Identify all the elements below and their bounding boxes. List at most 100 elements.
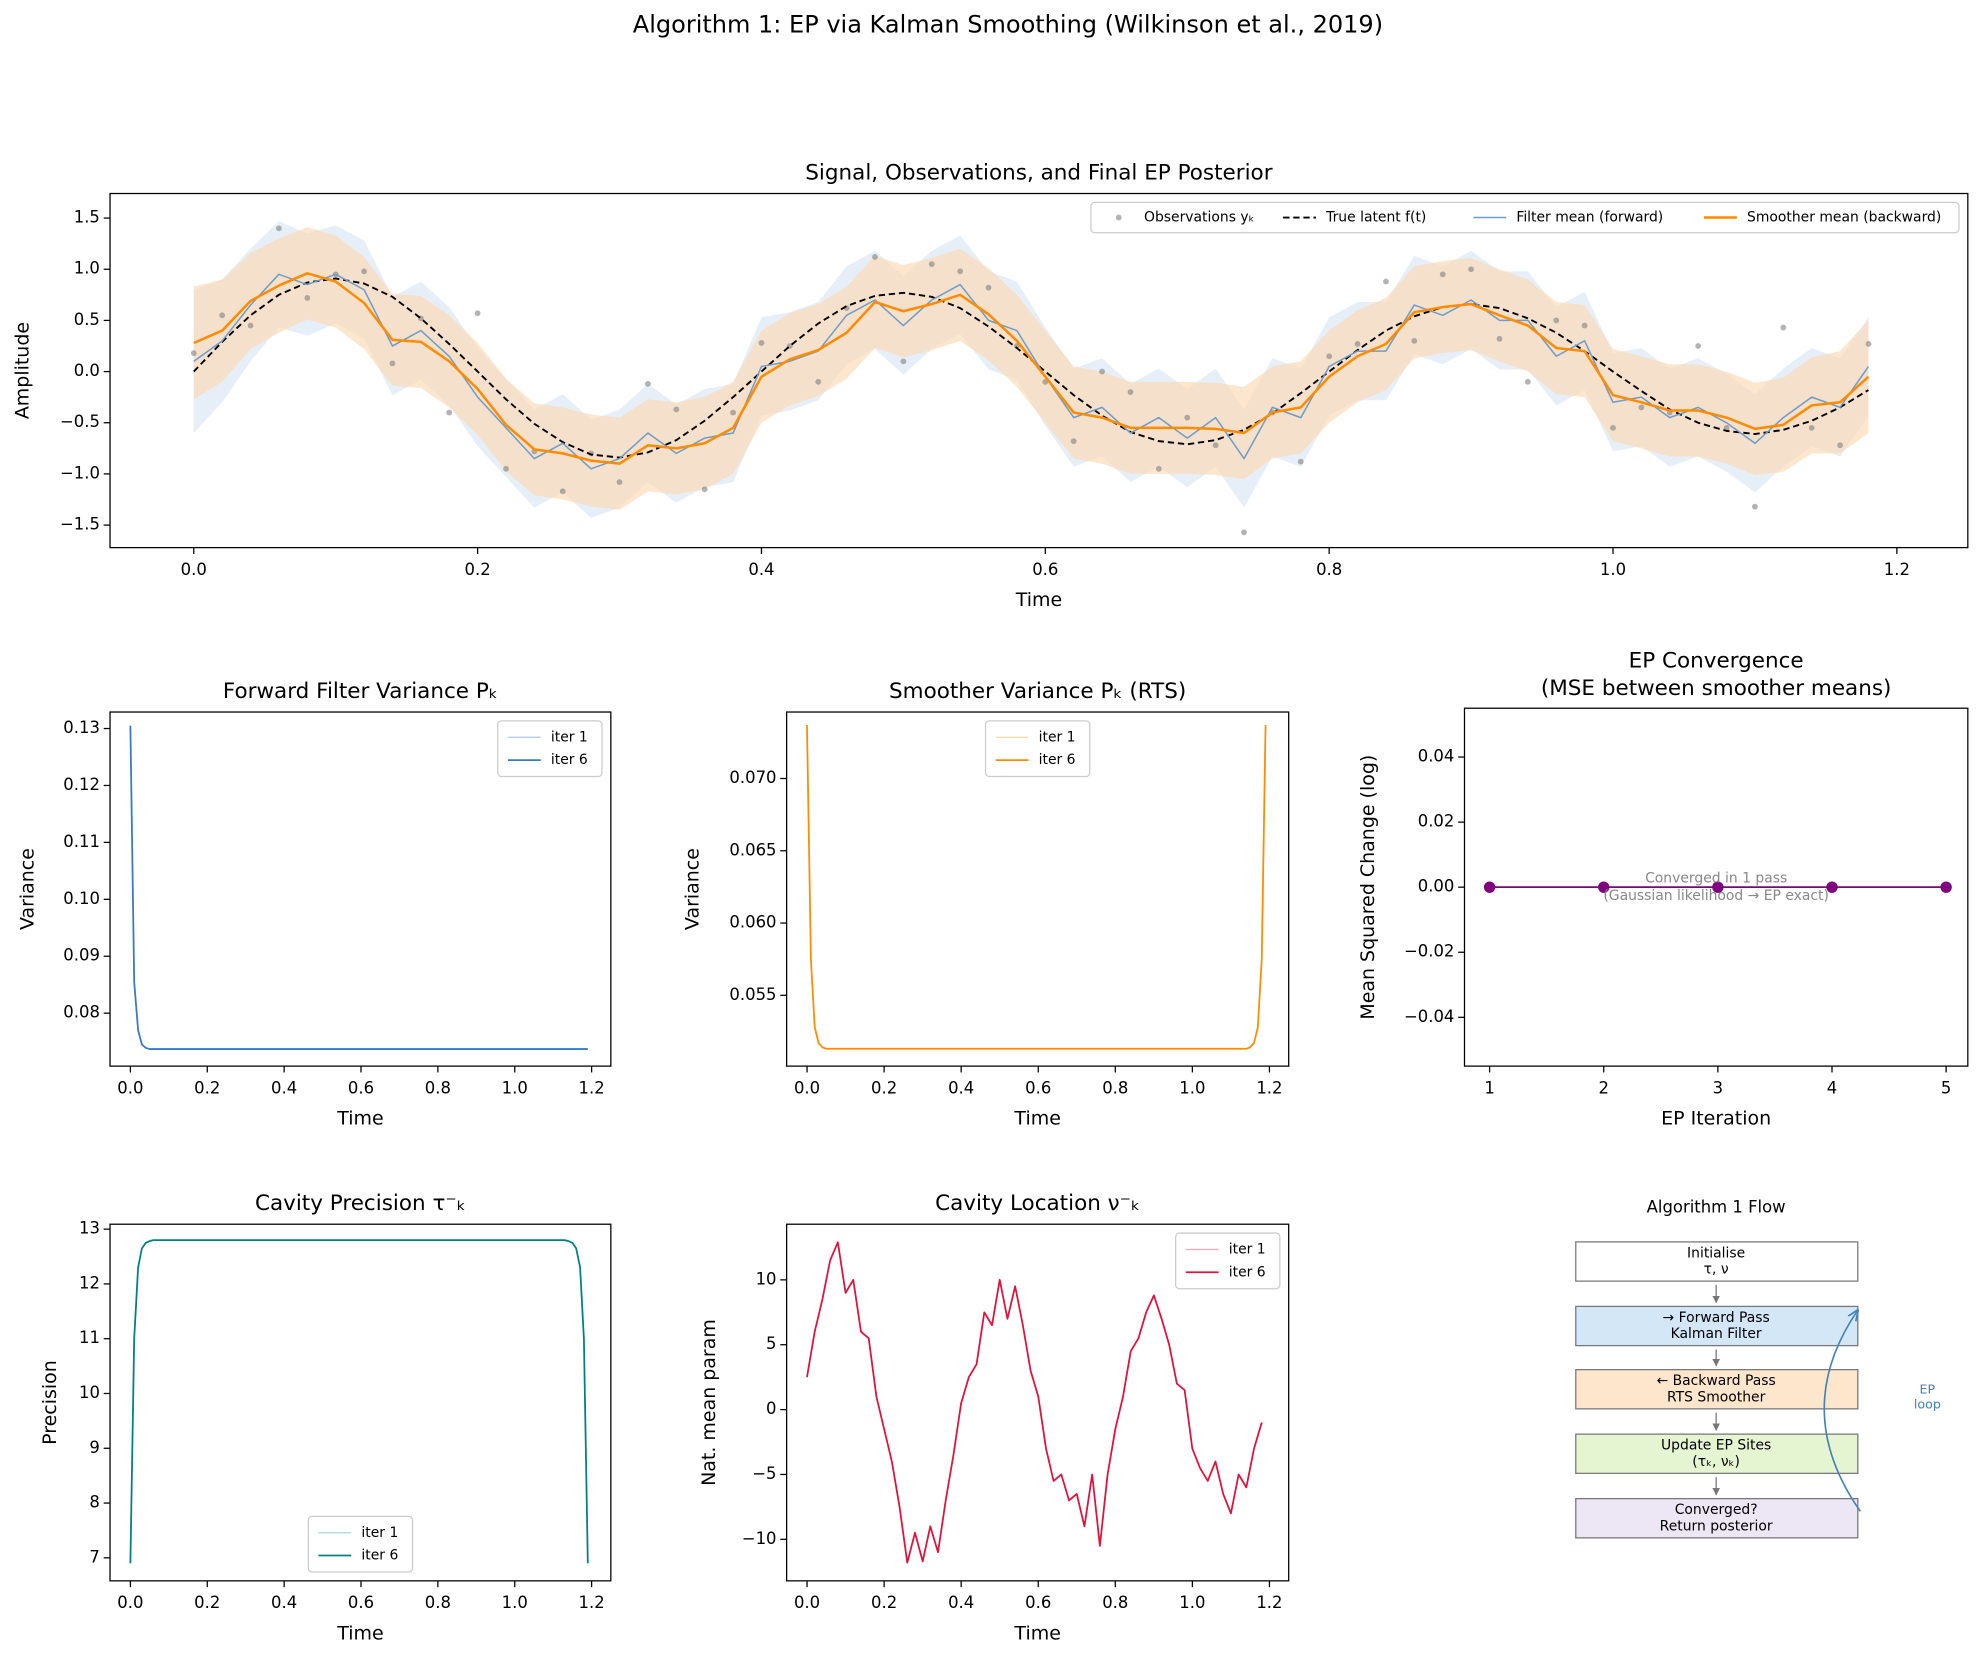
observation-point [1468,266,1474,273]
axes-frame [1463,707,1969,1067]
y-tick-label: 1.5 [74,208,100,227]
observation-point [1837,442,1844,449]
observation-point [701,486,708,493]
legend-label: iter 6 [1039,752,1076,768]
confidence-band [193,227,1869,510]
observation-point [1752,503,1758,510]
x-tick-label: 0.0 [181,560,207,579]
y-tick-label: −10 [742,1529,777,1548]
y-axis-label: Variance [682,848,704,930]
legend-label: iter 6 [551,752,588,768]
y-tick-label: 0.060 [729,913,776,932]
observation-point [1638,404,1645,411]
observation-point [1297,458,1304,465]
y-tick-label: 0.070 [729,768,776,787]
series-line [193,273,1870,470]
x-tick-label: 0.8 [425,1593,451,1612]
flow-step-text: Initialise [1687,1245,1745,1261]
flow-step-text: Kalman Filter [1671,1326,1762,1342]
y-tick-label: 0.0 [74,361,100,380]
legend-box [984,720,1091,778]
observation-point [673,406,680,413]
flow-box [1575,1241,1859,1282]
x-tick-label: 0.4 [948,1593,974,1612]
axes-frame [785,1223,1290,1582]
observation-point [361,268,367,275]
x-tick-label: 1.2 [1256,1078,1282,1097]
y-tick-label: 0.055 [729,985,776,1004]
x-tick-label: 1.0 [502,1593,528,1612]
y-tick-label: 0.10 [63,889,100,908]
y-tick-label: 0 [766,1399,776,1418]
observation-point [1610,424,1616,431]
flow-box [1575,1433,1859,1474]
chart-title: Cavity Location ν⁻ₖ [935,1191,1140,1216]
observation-point [1127,389,1134,395]
flow-step-text: Update EP Sites [1661,1438,1771,1454]
observation-point [1411,337,1418,344]
plot-area [129,725,588,1050]
x-tick-label: 1.0 [1179,1078,1205,1097]
observation-point [815,378,822,385]
observation-point [928,261,935,268]
x-tick-label: 0.2 [194,1593,220,1612]
observation-point [957,268,964,275]
flow-step-text: RTS Smoother [1667,1389,1766,1405]
y-tick-label: −0.02 [1404,942,1454,961]
x-tick-label: 1.2 [1884,560,1910,579]
observation-point [900,358,907,365]
observation-point [1354,341,1361,347]
flow-step-text: Converged? [1675,1502,1758,1518]
flow-step-text: Return posterior [1660,1518,1773,1534]
legend-label: True latent f(t) [1325,210,1426,226]
x-tick-label: 4 [1827,1078,1837,1097]
series-line [193,272,1870,465]
observation-point [1212,442,1219,449]
legend-label: Filter mean (forward) [1516,210,1663,226]
x-tick-label: 2 [1598,1078,1608,1097]
axes-frame [109,711,612,1067]
observation-point [1581,322,1588,329]
legend-label: iter 1 [1229,1242,1266,1258]
x-tick-label: 3 [1713,1078,1723,1097]
series-line [806,1241,1263,1564]
chart-title: EP Convergence [1629,648,1804,673]
loop-label: loop [1914,1397,1941,1412]
observation-point [1326,353,1333,360]
y-tick-label: −1.5 [60,515,100,534]
flow-step-text: ← Backward Pass [1657,1373,1776,1389]
observation-point [730,409,736,416]
x-tick-label: 0.6 [1025,1593,1051,1612]
observation-point [1383,278,1389,285]
series-marker [1483,881,1496,893]
observation-point [276,225,282,232]
y-tick-label: −0.04 [1404,1007,1454,1026]
y-tick-label: 0.11 [63,832,100,851]
flow-step-text: (τₖ, νₖ) [1692,1454,1740,1470]
plot-area [806,725,1267,1050]
series-marker [1940,881,1952,893]
x-tick-label: 0.8 [1316,560,1342,579]
x-tick-label: 0.6 [348,1593,374,1612]
observation-point [1695,343,1702,349]
x-tick-label: 1.0 [1600,560,1626,579]
y-axis-label: Amplitude [11,322,33,419]
observation-point [247,322,254,329]
x-axis-label: Time [1013,1108,1060,1130]
legend-box [307,1515,414,1573]
legend-box [1090,201,1960,234]
observation-point [1496,335,1503,342]
plot-area [1483,881,1952,893]
y-axis-label: Mean Squared Change (log) [1357,755,1379,1020]
observation-point [1099,368,1105,375]
loop-label: EP [1920,1381,1936,1396]
x-axis-label: Time [336,1108,383,1130]
x-tick-label: 0.4 [948,1078,974,1097]
observation-point [1241,529,1247,536]
observation-point [446,409,453,416]
chart-title: (MSE between smoother means) [1541,676,1892,701]
flow-box [1575,1305,1859,1347]
x-tick-label: 1.0 [502,1078,528,1097]
y-tick-label: 9 [89,1438,99,1457]
